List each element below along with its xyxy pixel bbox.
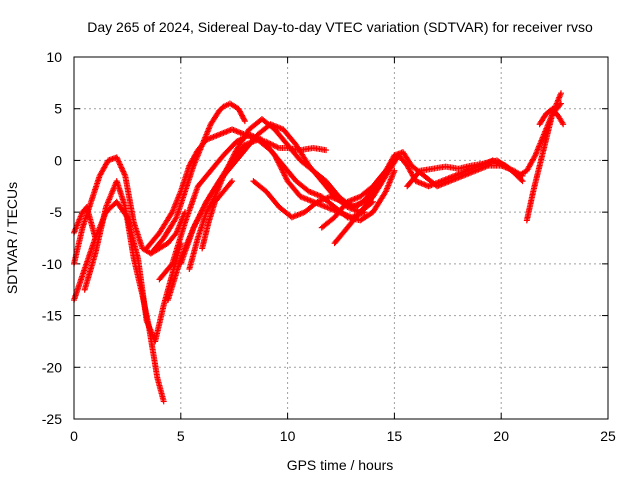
series-track-9	[177, 136, 398, 267]
sample-markers	[524, 91, 564, 222]
sample-markers	[148, 101, 248, 256]
y-tick-label: 0	[54, 152, 62, 168]
series-track-16	[523, 90, 565, 224]
sample-markers	[251, 179, 384, 220]
chart-title: Day 265 of 2024, Sidereal Day-to-day VTE…	[87, 19, 593, 35]
x-tick-label: 20	[493, 428, 509, 444]
y-tick-label: 5	[54, 101, 62, 117]
series-track-17	[536, 105, 567, 128]
y-tick-label: -20	[42, 359, 62, 375]
y-tick-label: -5	[50, 204, 63, 220]
x-tick-label: 25	[600, 428, 616, 444]
x-tick-label: 5	[177, 428, 185, 444]
series-track-11	[199, 178, 236, 252]
series-track-15	[404, 157, 526, 190]
sample-markers	[199, 179, 234, 250]
plot-frame	[73, 56, 609, 420]
series-track-6	[147, 100, 248, 257]
x-axis-label: GPS time / hours	[287, 457, 394, 473]
y-axis-label: SDTVAR / TECUs	[4, 182, 20, 294]
x-tick-label: 0	[70, 428, 78, 444]
x-tick-label: 10	[280, 428, 296, 444]
tick-labels: 0 5 10 15 20 25 -25 -20 -15 -10 -5 0 5 10	[42, 49, 616, 444]
y-tick-label: -25	[42, 411, 62, 427]
sample-markers	[71, 205, 98, 240]
sample-markers	[405, 157, 525, 189]
x-tick-label: 15	[387, 428, 403, 444]
sample-markers	[537, 106, 566, 126]
y-tick-label: 10	[46, 49, 62, 65]
sample-markers	[82, 179, 167, 403]
y-tick-label: -10	[42, 256, 62, 272]
data-points	[71, 90, 567, 405]
y-tick-label: -15	[42, 308, 62, 324]
series-track-3	[81, 178, 167, 405]
